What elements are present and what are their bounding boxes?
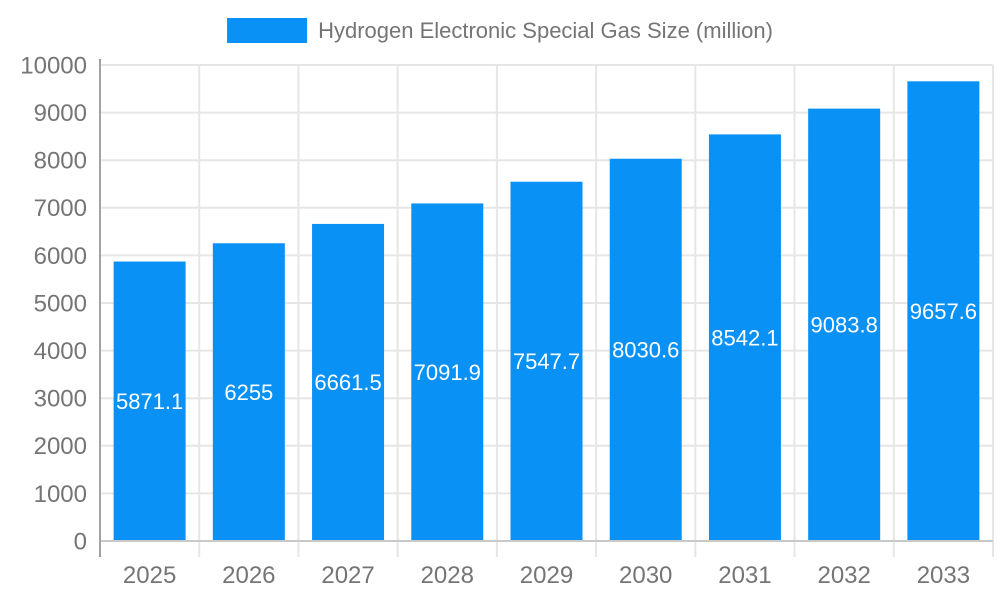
bar-value-label: 7547.7	[513, 349, 580, 374]
y-axis-tick-label: 5000	[34, 290, 87, 317]
x-axis-tick-label: 2025	[123, 562, 176, 589]
legend[interactable]: Hydrogen Electronic Special Gas Size (mi…	[227, 18, 773, 43]
bar-value-label: 7091.9	[414, 360, 481, 385]
bar[interactable]	[113, 261, 186, 541]
y-axis-tick-label: 10000	[20, 52, 87, 79]
bar-value-label: 8030.6	[612, 338, 679, 363]
y-axis-tick-label: 3000	[34, 386, 87, 413]
bar[interactable]	[212, 243, 285, 541]
y-axis-tick-label: 8000	[34, 148, 87, 175]
bar[interactable]	[510, 181, 583, 541]
y-axis-tick-label: 6000	[34, 243, 87, 270]
bar[interactable]	[808, 108, 881, 542]
y-axis-tick-label: 4000	[34, 338, 87, 365]
bar-value-label: 8542.1	[711, 325, 778, 350]
x-axis-tick-label: 2031	[718, 562, 771, 589]
bar[interactable]	[411, 203, 484, 541]
y-axis-tick-label: 2000	[34, 433, 87, 460]
bar-value-label: 6661.5	[314, 370, 381, 395]
x-axis-tick-label: 2027	[321, 562, 374, 589]
x-axis-tick-label: 2028	[421, 562, 474, 589]
x-axis-tick-label: 2026	[222, 562, 275, 589]
y-axis-tick-label: 7000	[34, 195, 87, 222]
legend-label: Hydrogen Electronic Special Gas Size (mi…	[318, 18, 773, 43]
x-axis-tick-label: 2033	[917, 562, 970, 589]
y-axis-tick-label: 1000	[34, 481, 87, 508]
bar-value-label: 6255	[224, 380, 273, 405]
bar[interactable]	[907, 81, 980, 541]
x-axis-tick-label: 2029	[520, 562, 573, 589]
x-axis-tick-label: 2030	[619, 562, 672, 589]
bar-value-label: 9083.8	[811, 313, 878, 338]
bar[interactable]	[609, 158, 682, 541]
y-axis-tick-label: 0	[74, 528, 87, 555]
bar-value-label: 9657.6	[910, 299, 977, 324]
y-axis-tick-label: 9000	[34, 100, 87, 127]
bar-value-label: 5871.1	[116, 389, 183, 414]
bar[interactable]	[708, 134, 781, 541]
legend-swatch	[227, 18, 308, 43]
x-axis-tick-label: 2032	[817, 562, 870, 589]
bar[interactable]	[312, 223, 385, 541]
